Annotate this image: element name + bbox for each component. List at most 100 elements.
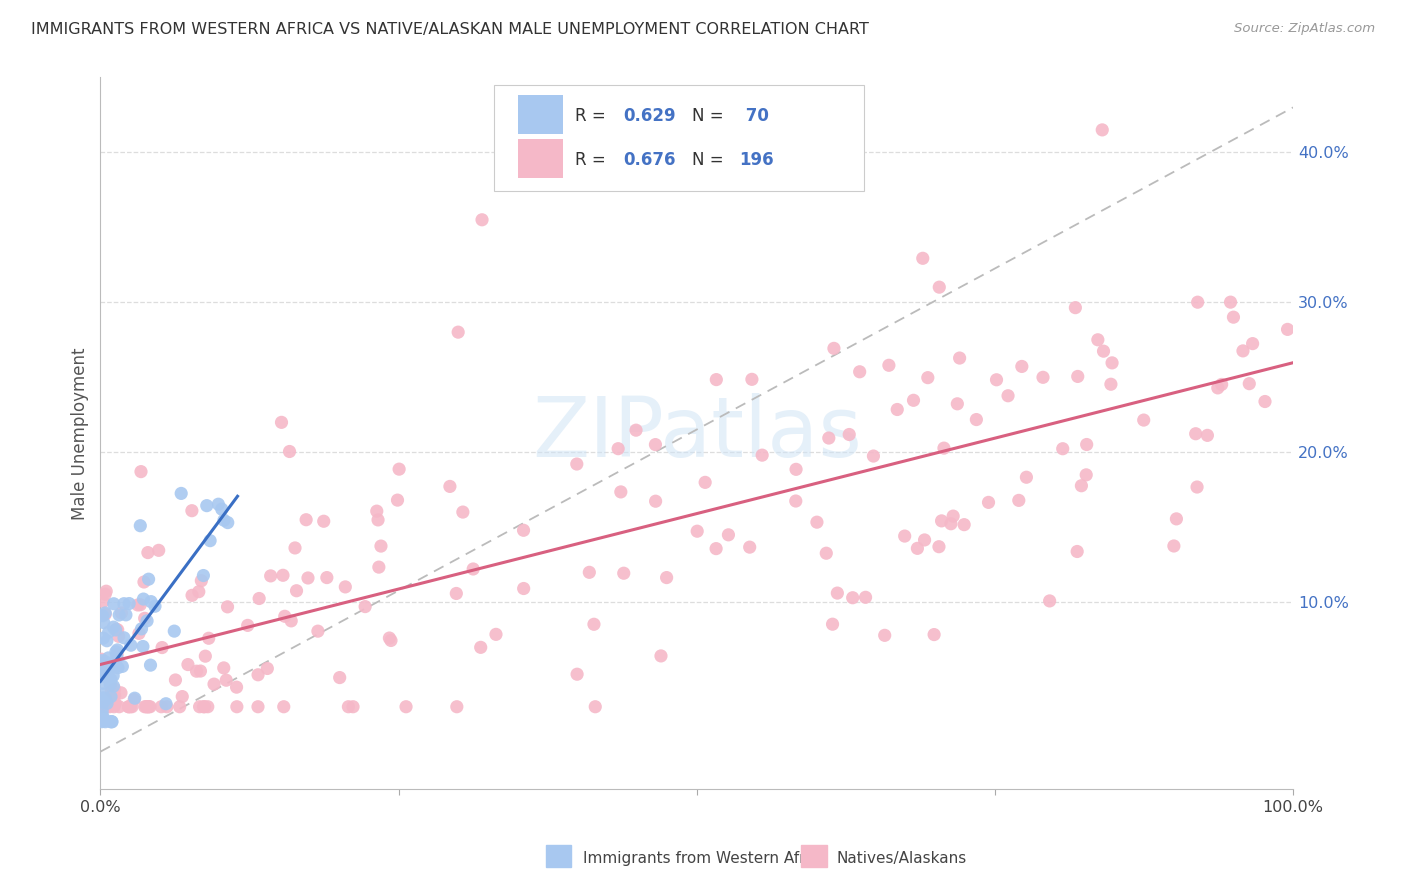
Point	[582, 617, 605, 632]
Point	[94, 714, 117, 729]
Point	[105, 650, 128, 665]
Point	[439, 479, 461, 493]
Point	[965, 412, 987, 426]
Bar	[517, 95, 564, 134]
Point	[815, 546, 838, 560]
Point	[823, 342, 845, 356]
Point	[93, 669, 115, 683]
Text: Source: ZipAtlas.com: Source: ZipAtlas.com	[1234, 22, 1375, 36]
Point	[136, 614, 159, 628]
Point	[186, 664, 208, 678]
Point	[470, 640, 492, 655]
Point	[644, 437, 666, 451]
Point	[446, 586, 468, 600]
Bar	[517, 138, 564, 178]
Point	[215, 673, 238, 688]
Point	[485, 627, 508, 641]
Point	[187, 584, 209, 599]
Point	[565, 457, 588, 471]
Point	[90, 666, 112, 681]
Point	[121, 699, 143, 714]
Point	[90, 714, 112, 729]
Point	[280, 614, 302, 628]
Point	[112, 597, 135, 611]
Point	[91, 709, 114, 723]
Point	[91, 695, 114, 709]
Point	[942, 509, 965, 524]
Point	[388, 462, 411, 476]
Point	[110, 606, 132, 620]
Point	[94, 606, 117, 620]
Point	[1092, 344, 1115, 359]
Point	[96, 699, 118, 714]
Point	[471, 212, 494, 227]
Text: Natives/Alaskans: Natives/Alaskans	[837, 851, 967, 865]
Point	[105, 622, 128, 636]
Point	[98, 699, 121, 714]
Point	[217, 516, 239, 530]
Point	[103, 660, 125, 674]
Point	[117, 699, 139, 714]
Point	[132, 574, 155, 589]
Point	[211, 502, 233, 516]
Point	[297, 571, 319, 585]
Point	[997, 389, 1019, 403]
Point	[1254, 394, 1277, 409]
Point	[97, 651, 120, 665]
Point	[650, 648, 672, 663]
Point	[1032, 370, 1054, 384]
Point	[91, 676, 114, 690]
Point	[136, 545, 159, 559]
Point	[928, 540, 950, 554]
Point	[1241, 336, 1264, 351]
Point	[103, 597, 125, 611]
Point	[395, 699, 418, 714]
Point	[197, 632, 219, 646]
Point	[100, 714, 122, 729]
Point	[284, 541, 307, 555]
Point	[139, 594, 162, 608]
Point	[738, 540, 761, 554]
Point	[939, 516, 962, 531]
Point	[583, 699, 606, 714]
Point	[1070, 479, 1092, 493]
Point	[932, 441, 955, 455]
Point	[120, 699, 142, 714]
Point	[624, 423, 647, 437]
Point	[922, 627, 945, 641]
Point	[806, 515, 828, 529]
Point	[190, 574, 212, 588]
Point	[841, 591, 863, 605]
Point	[127, 598, 149, 612]
Point	[337, 699, 360, 714]
Point	[695, 475, 717, 490]
Point	[188, 699, 211, 714]
Point	[124, 691, 146, 706]
Point	[100, 690, 122, 704]
Point	[905, 541, 928, 556]
Point	[977, 495, 1000, 509]
Point	[195, 499, 218, 513]
Point	[827, 586, 849, 600]
Point	[212, 661, 235, 675]
Point	[100, 684, 122, 698]
Point	[312, 514, 335, 528]
Point	[1219, 295, 1241, 310]
Point	[180, 504, 202, 518]
Point	[817, 431, 839, 445]
Point	[90, 660, 112, 674]
Point	[131, 622, 153, 636]
Point	[949, 351, 972, 365]
Point	[197, 699, 219, 714]
Point	[1187, 295, 1209, 310]
Text: Immigrants from Western Africa: Immigrants from Western Africa	[583, 851, 828, 865]
Point	[335, 580, 357, 594]
Point	[1064, 301, 1087, 315]
Point	[607, 442, 630, 456]
Point	[911, 252, 934, 266]
Text: 70: 70	[740, 107, 769, 125]
Point	[931, 514, 953, 528]
Point	[143, 599, 166, 614]
Point	[91, 690, 114, 705]
Point	[447, 325, 470, 339]
